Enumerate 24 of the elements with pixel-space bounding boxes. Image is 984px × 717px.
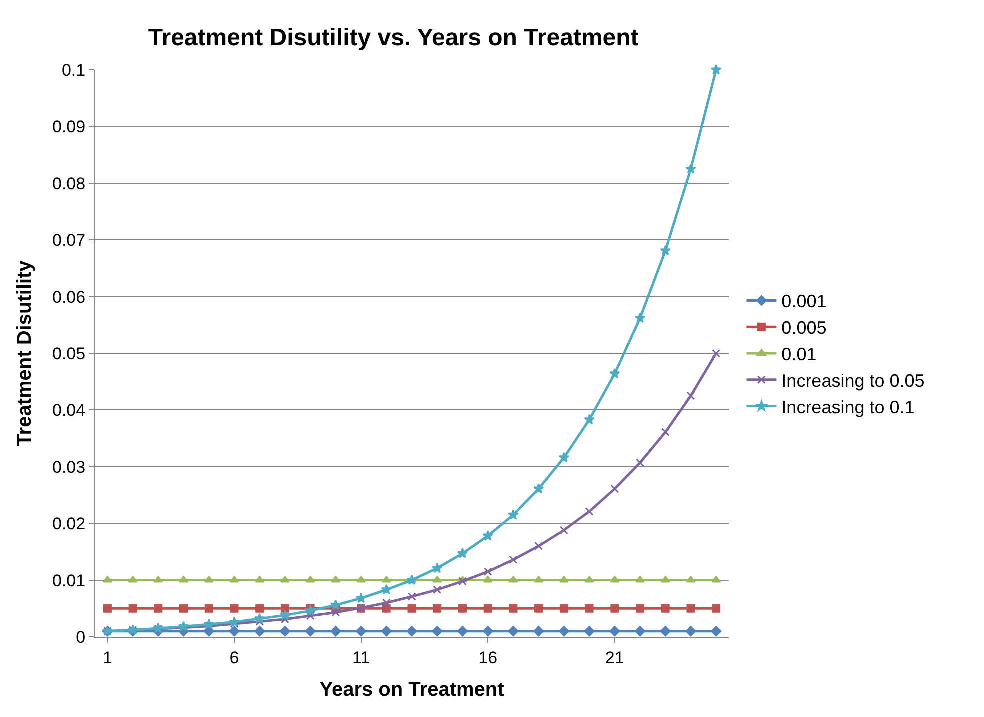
legend-label: 0.001 xyxy=(782,292,827,312)
y-tick-label: 0.02 xyxy=(52,514,86,534)
y-tick-label: 0.09 xyxy=(52,118,86,137)
y-tick-label: 0.05 xyxy=(52,344,86,364)
x-tick-label: 16 xyxy=(478,648,498,668)
x-tick-label: 6 xyxy=(230,648,240,668)
y-tick-label: 0.01 xyxy=(52,571,86,590)
y-tick-label: 0.08 xyxy=(52,174,86,194)
y-tick-label: 0.06 xyxy=(52,288,86,307)
chart-title: Treatment Disutility vs. Years on Treatment xyxy=(148,24,639,52)
y-tick-label: 0.04 xyxy=(52,401,86,420)
legend-label: 0.005 xyxy=(782,318,827,338)
x-tick-label: 21 xyxy=(605,648,624,668)
legend-label: 0.01 xyxy=(782,344,817,365)
legend-label: Increasing to 0.05 xyxy=(782,370,925,391)
x-tick-label: 1 xyxy=(102,648,112,668)
y-tick-label: 0.07 xyxy=(52,231,86,250)
y-tick-label: 0.1 xyxy=(62,60,86,80)
y-axis-title: Treatment Disutility xyxy=(14,260,36,446)
legend-label: Increasing to 0.1 xyxy=(782,397,915,418)
x-tick-label: 11 xyxy=(352,648,370,668)
y-tick-label: 0 xyxy=(76,628,86,647)
x-axis-title: Years on Treatment xyxy=(320,678,505,701)
y-tick-label: 0.03 xyxy=(52,458,86,477)
